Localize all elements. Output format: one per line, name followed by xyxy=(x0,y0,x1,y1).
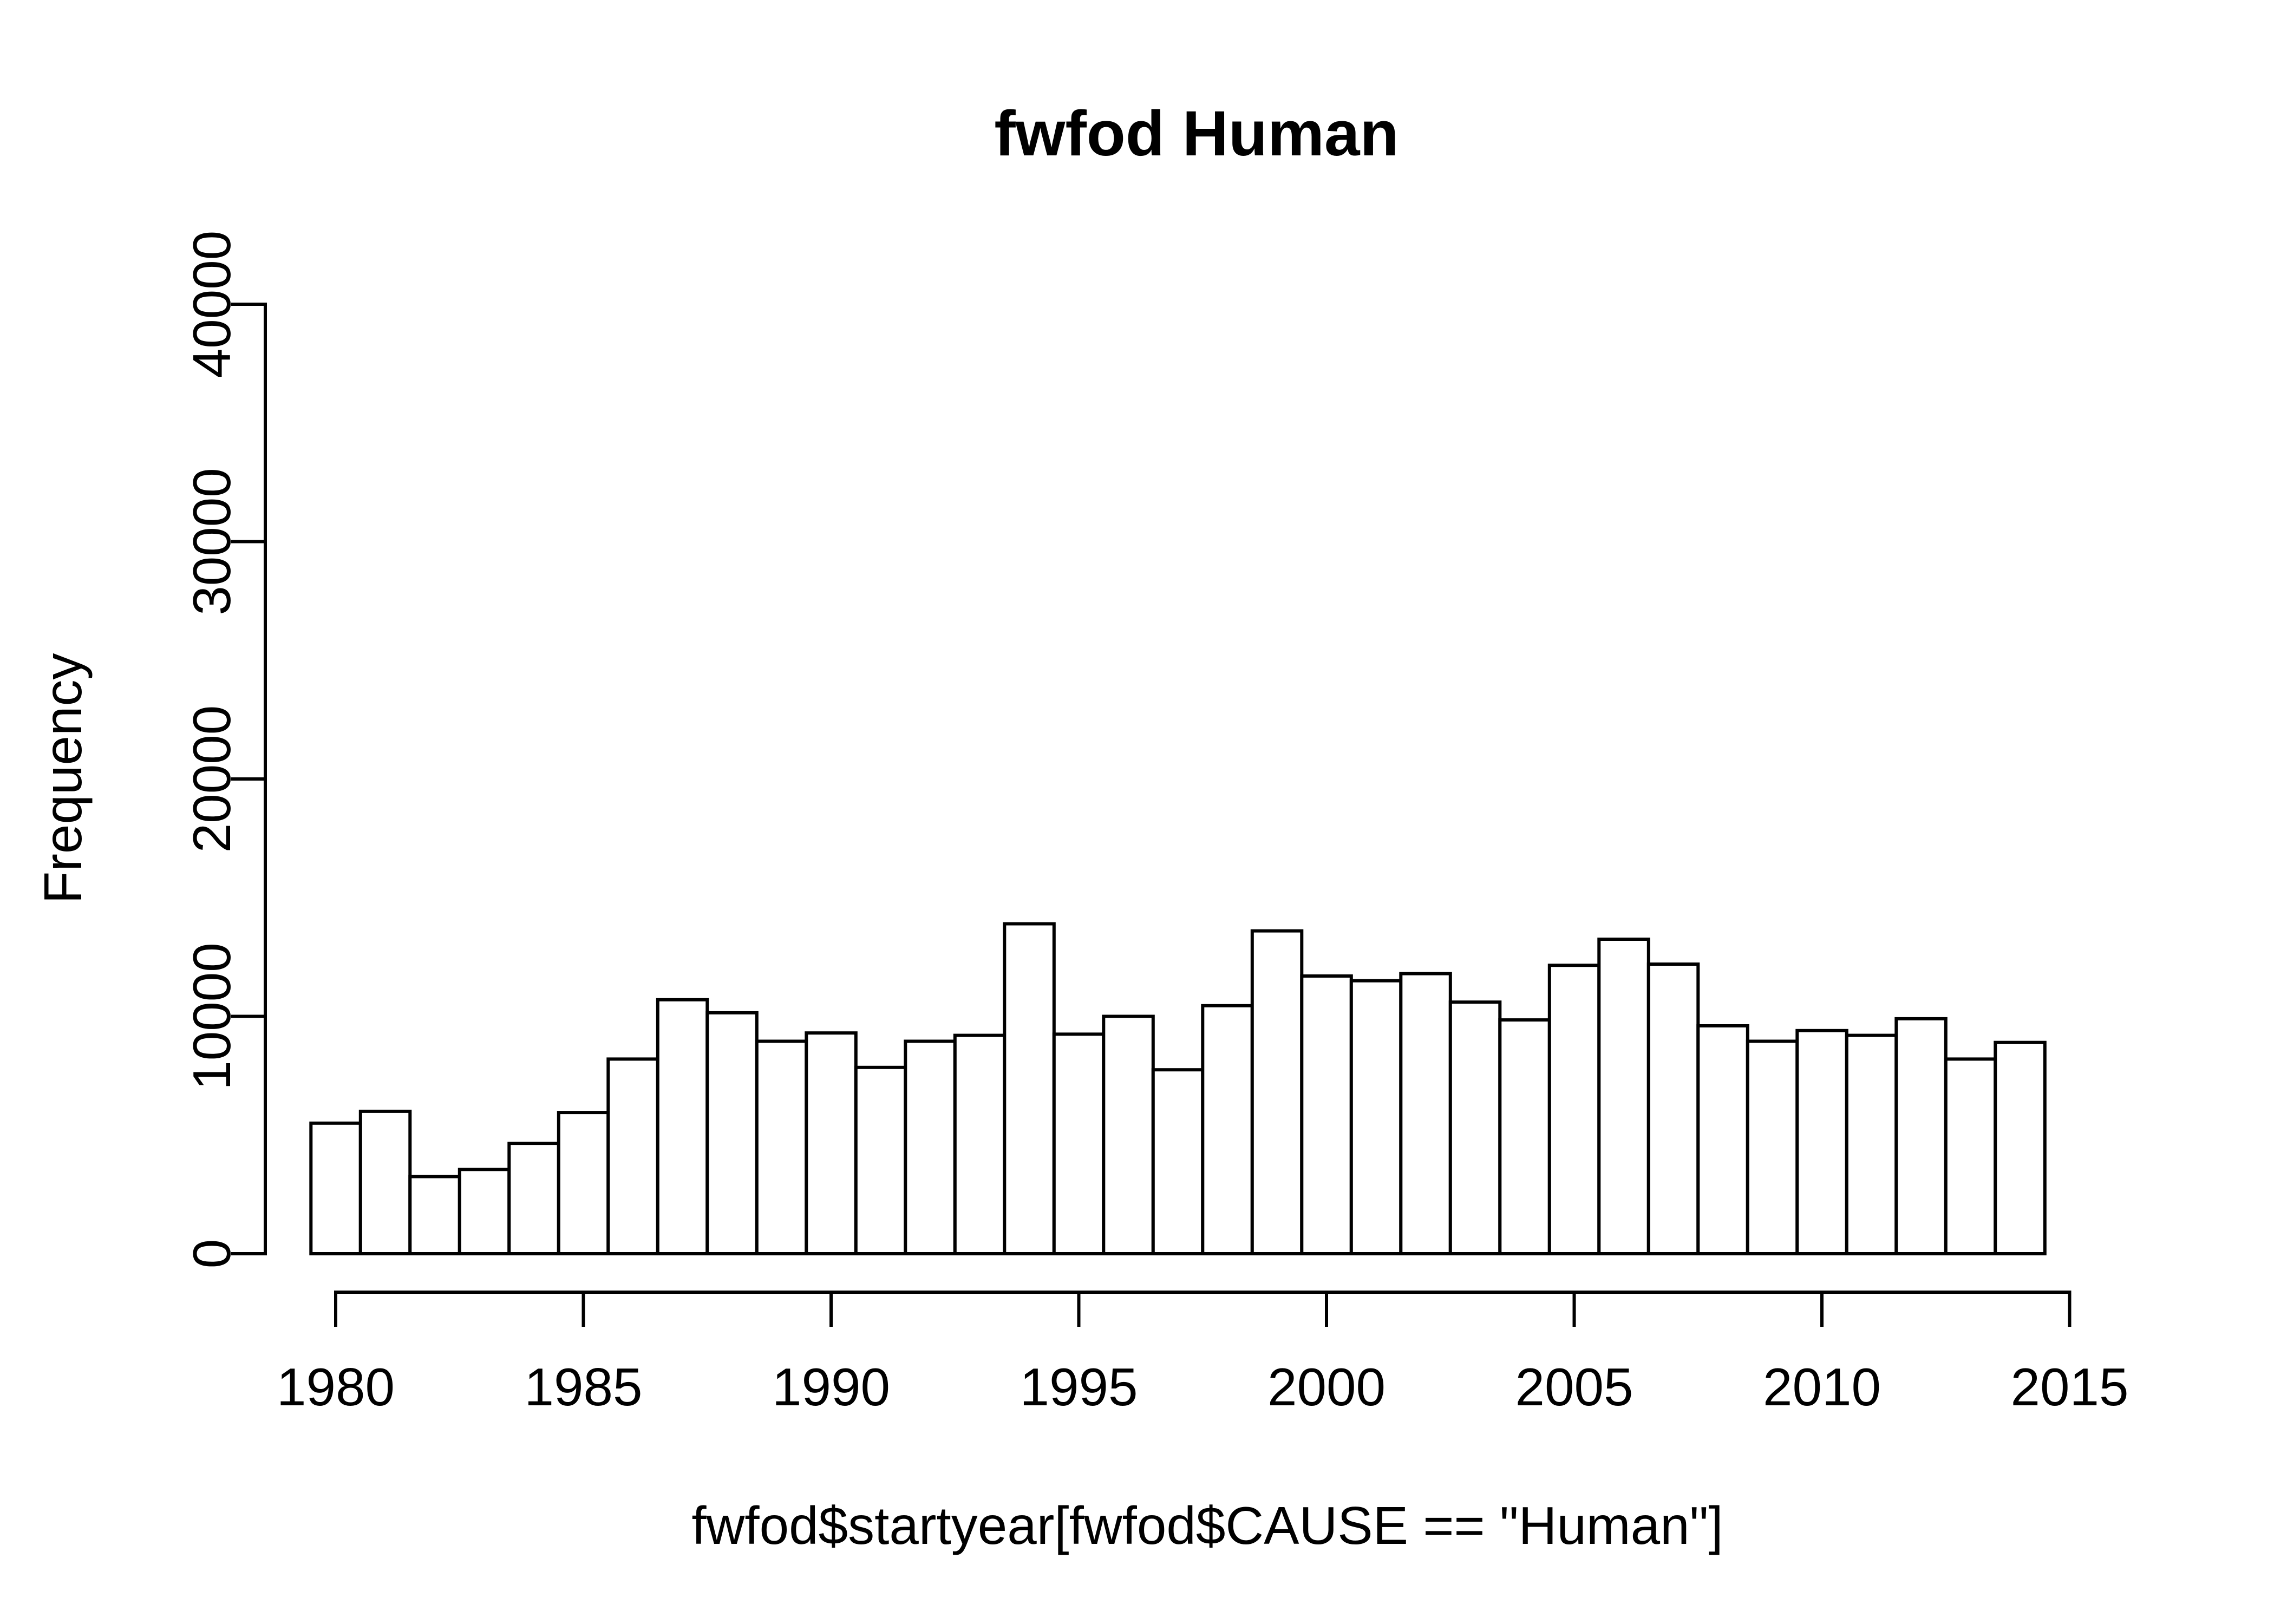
histogram-bar-1985 xyxy=(557,1111,610,1256)
y-tick-label: 0 xyxy=(182,1239,241,1269)
histogram-bar-2005 xyxy=(1547,964,1601,1255)
histogram-bar-1993 xyxy=(953,1033,1007,1255)
y-tick-label: 10000 xyxy=(182,942,241,1090)
x-tick-label: 1995 xyxy=(1020,1357,1138,1417)
y-tick-label: 20000 xyxy=(182,705,241,853)
histogram-bar-2014 xyxy=(1994,1040,2047,1255)
histogram-bar-2001 xyxy=(1349,979,1403,1255)
x-tick-label: 1985 xyxy=(524,1357,642,1417)
x-tick-label: 1990 xyxy=(772,1357,890,1417)
histogram-bar-1980 xyxy=(309,1121,362,1256)
histogram-bar-2013 xyxy=(1944,1057,1997,1256)
histogram-bar-1983 xyxy=(458,1168,511,1256)
x-tick-label: 2005 xyxy=(1515,1357,1633,1417)
histogram-bar-2002 xyxy=(1399,972,1452,1255)
histogram-bar-1984 xyxy=(507,1142,560,1256)
histogram-bar-2011 xyxy=(1845,1033,1898,1255)
histogram-bar-1996 xyxy=(1102,1014,1155,1255)
histogram-bar-1991 xyxy=(854,1065,907,1256)
histogram-bar-2004 xyxy=(1498,1018,1551,1255)
histogram-bar-1994 xyxy=(1003,922,1056,1255)
histogram-bar-1989 xyxy=(755,1039,808,1255)
axes-layer xyxy=(231,303,2072,1327)
chart-title: fwfod Human xyxy=(994,98,1399,169)
histogram-bar-1995 xyxy=(1052,1032,1106,1256)
histogram-bar-1987 xyxy=(656,998,709,1256)
x-tick-label: 2000 xyxy=(1267,1357,1386,1417)
histogram-bar-2010 xyxy=(1795,1029,1848,1256)
tick-labels-layer: 0 10000 20000 30000 40000 1980 1985 1990 1995 200… xyxy=(182,231,2129,1417)
histogram-bar-1988 xyxy=(705,1011,759,1256)
histogram-bar-2003 xyxy=(1448,1000,1502,1255)
histogram-bar-1998 xyxy=(1201,1004,1254,1256)
histogram-bar-1981 xyxy=(358,1109,412,1255)
x-tick-label: 2015 xyxy=(2010,1357,2128,1417)
histogram-bar-1997 xyxy=(1151,1068,1205,1255)
histogram-bar-1990 xyxy=(805,1031,858,1255)
histogram-bar-2009 xyxy=(1746,1039,1799,1255)
histogram-bar-2012 xyxy=(1894,1017,1948,1256)
x-tick-label: 2010 xyxy=(1763,1357,1881,1417)
histogram-bar-2008 xyxy=(1696,1024,1749,1255)
y-tick-label: 40000 xyxy=(182,231,241,378)
bars-layer xyxy=(309,922,2047,1256)
histogram-bar-1992 xyxy=(904,1039,957,1255)
x-tick-label: 1980 xyxy=(277,1357,395,1417)
x-axis-label: fwfod$startyear[fwfod$CAUSE == "Human"] xyxy=(691,1496,1723,1555)
histogram-bar-1986 xyxy=(606,1057,659,1256)
histogram-bar-2006 xyxy=(1597,938,1650,1255)
histogram-bar-1999 xyxy=(1250,929,1304,1255)
histogram-bar-2007 xyxy=(1646,962,1700,1255)
histogram-bar-1982 xyxy=(408,1175,461,1255)
histogram-bar-2000 xyxy=(1300,974,1353,1255)
y-tick-label: 30000 xyxy=(182,468,241,615)
y-axis-label: Frequency xyxy=(33,653,93,903)
